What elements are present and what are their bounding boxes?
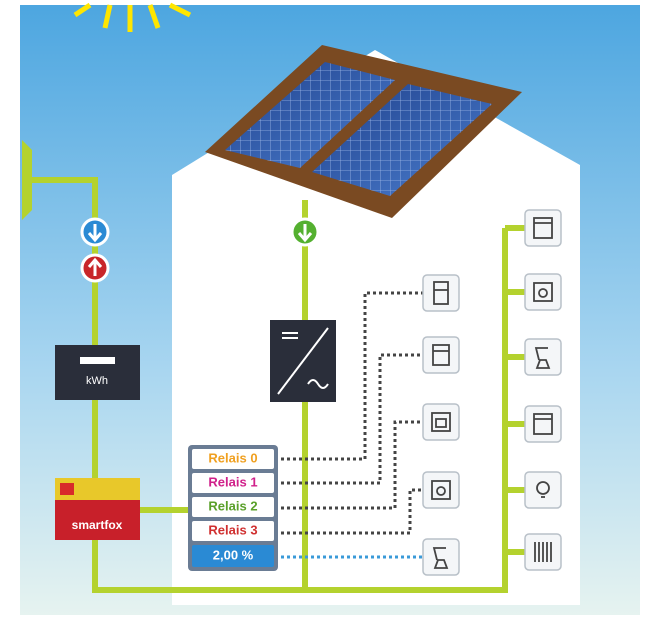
inverter [270,320,336,402]
relay-panel: Relais 0 Relais 1 Relais 2 Relais 3 2,00… [188,445,278,571]
relay-label: Relais 2 [208,498,257,513]
relay-wires [275,291,423,535]
output-value: 2,00 % [213,547,254,562]
relay-label: Relais 0 [208,450,257,465]
smartfox: smartfox [55,478,140,540]
meter: kWh [55,345,140,400]
sun [73,2,192,32]
flow-arrows [80,217,320,283]
controller-label: smartfox [72,518,123,532]
grid-pole [22,140,32,220]
relay-label: Relais 3 [208,522,257,537]
relay-label: Relais 1 [208,474,257,489]
solar-roof [205,45,522,218]
meter-label: kWh [86,375,108,387]
appliance-icons [431,217,553,569]
